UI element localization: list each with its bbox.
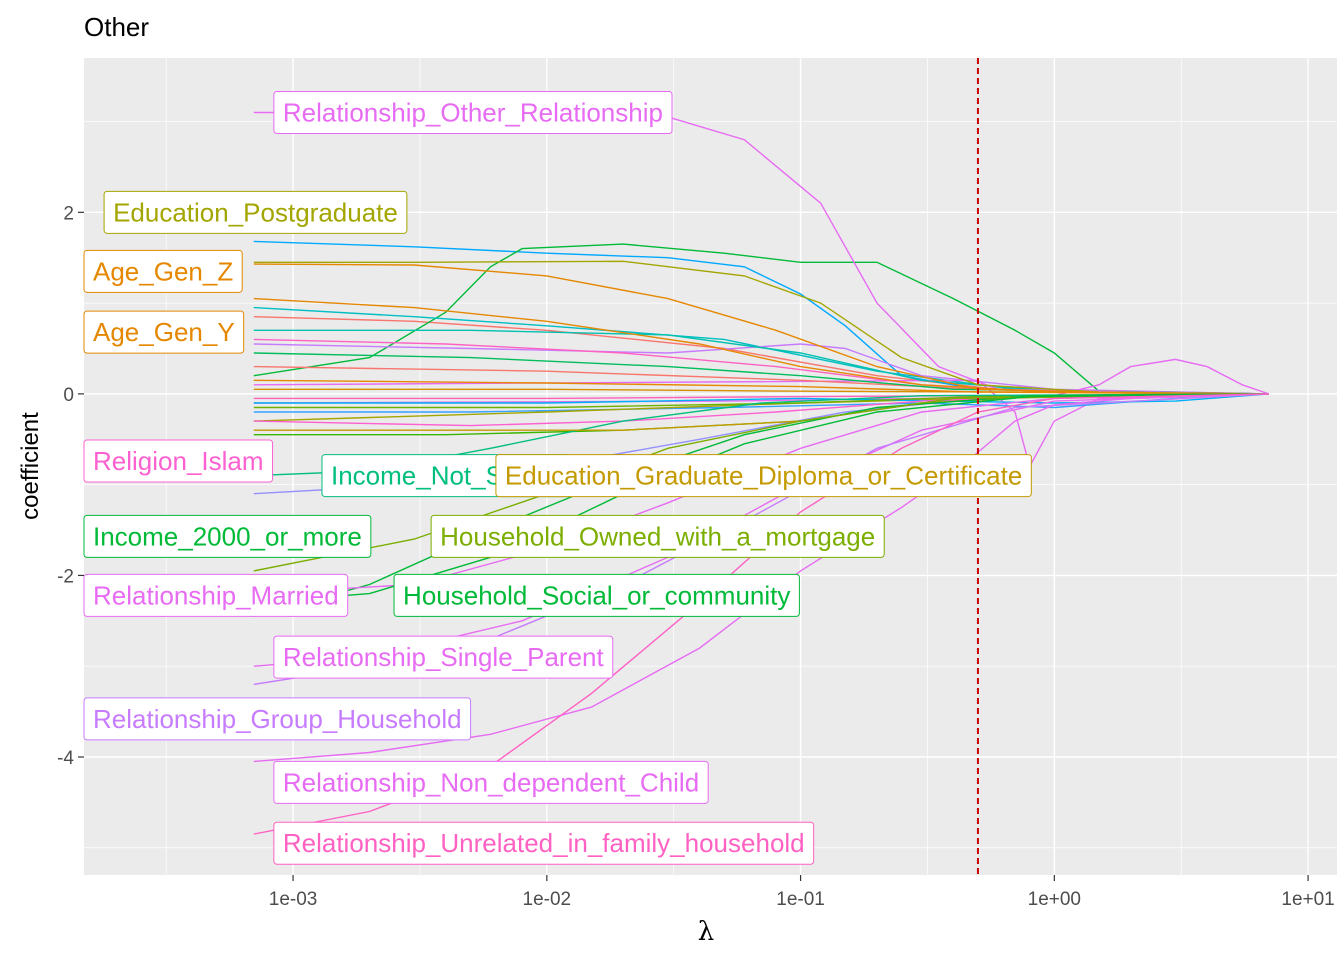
unlabeled-series-line bbox=[253, 243, 1269, 395]
label-text: Relationship_Single_Parent bbox=[283, 642, 605, 672]
y-tick-label: -2 bbox=[57, 566, 74, 587]
label-text: Relationship_Unrelated_in_family_househo… bbox=[283, 828, 805, 858]
y-axis-title: coefficient bbox=[17, 412, 44, 520]
unlabeled-series-line bbox=[253, 343, 1269, 395]
label-box bbox=[273, 90, 673, 134]
label-text: Relationship_Group_Household bbox=[93, 704, 462, 734]
label-text: Household_Social_or_community bbox=[403, 580, 790, 610]
label-text: Education_Postgraduate bbox=[113, 197, 398, 227]
y-tick-label: -4 bbox=[57, 748, 74, 769]
y-tick-label: 0 bbox=[63, 385, 74, 406]
series-line-education-postgraduate bbox=[253, 260, 1269, 395]
label-text: Relationship_Non_dependent_Child bbox=[283, 767, 699, 797]
y-tick-label: 2 bbox=[63, 203, 74, 224]
series-label-relationship-unrelated-in-family-household: Relationship_Unrelated_in_family_househo… bbox=[273, 821, 815, 865]
label-text: Religion_Islam bbox=[93, 446, 264, 476]
label-text: Household_Owned_with_a_mortgage bbox=[440, 521, 875, 551]
y-axis-ticks: 2 0 -2 -4 bbox=[57, 203, 84, 769]
series-label-education-postgraduate: Education_Postgraduate bbox=[103, 190, 408, 234]
label-text: Education_Graduate_Diploma_or_Certificat… bbox=[505, 461, 1022, 491]
label-text: Income_2000_or_more bbox=[93, 521, 362, 551]
series-label-relationship-non-dependent-child: Relationship_Non_dependent_Child bbox=[273, 760, 709, 804]
series-label-relationship-married: Relationship_Married bbox=[83, 573, 349, 617]
series-label-age-gen-z: Age_Gen_Z bbox=[83, 249, 243, 293]
label-box bbox=[83, 573, 349, 617]
x-tick-label: 1e-02 bbox=[523, 889, 572, 910]
label-box bbox=[103, 190, 408, 234]
series-label-relationship-other-relationship: Relationship_Other_Relationship bbox=[273, 90, 673, 134]
label-box bbox=[273, 821, 815, 865]
series-label-household-owned-with-a-mortgage: Household_Owned_with_a_mortgage bbox=[430, 514, 885, 558]
label-box bbox=[83, 439, 274, 483]
series-lines bbox=[253, 111, 1270, 835]
label-text: Age_Gen_Z bbox=[93, 256, 233, 286]
label-box bbox=[83, 249, 243, 293]
chart-title: Other bbox=[84, 12, 149, 42]
label-box bbox=[273, 760, 709, 804]
label-box bbox=[273, 635, 614, 679]
x-tick-label: 1e-01 bbox=[776, 889, 825, 910]
label-box bbox=[83, 310, 245, 354]
label-box bbox=[83, 514, 372, 558]
label-text: Relationship_Married bbox=[93, 580, 339, 610]
x-tick-label: 1e-03 bbox=[269, 889, 318, 910]
series-line-household-owned-with-a-mortgage bbox=[253, 393, 1269, 572]
series-label-income-2000-or-more: Income_2000_or_more bbox=[83, 514, 372, 558]
series-label-religion-islam: Religion_Islam bbox=[83, 439, 274, 483]
series-line-age-gen-y bbox=[253, 297, 1269, 395]
series-label-relationship-group-household: Relationship_Group_Household bbox=[83, 697, 472, 741]
x-tick-label: 1e+01 bbox=[1281, 889, 1334, 910]
series-label-age-gen-y: Age_Gen_Y bbox=[83, 310, 245, 354]
x-axis-title: λ bbox=[698, 917, 714, 947]
label-box bbox=[393, 573, 800, 617]
label-box bbox=[495, 454, 1032, 498]
series-label-education-graduate-diploma-or-certificate: Education_Graduate_Diploma_or_Certificat… bbox=[495, 454, 1032, 498]
label-box bbox=[430, 514, 885, 558]
x-axis-ticks: 1e-03 1e-02 1e-01 1e+00 1e+01 bbox=[269, 875, 1335, 910]
label-box bbox=[83, 697, 472, 741]
series-label-relationship-single-parent: Relationship_Single_Parent bbox=[273, 635, 614, 679]
unlabeled-series-line bbox=[253, 240, 1269, 395]
x-tick-label: 1e+00 bbox=[1028, 889, 1081, 910]
label-text: Relationship_Other_Relationship bbox=[283, 97, 663, 127]
series-label-household-social-or-community: Household_Social_or_community bbox=[393, 573, 800, 617]
label-text: Age_Gen_Y bbox=[93, 317, 235, 347]
series-labels: Relationship_Other_Relationship Education… bbox=[83, 90, 1032, 865]
